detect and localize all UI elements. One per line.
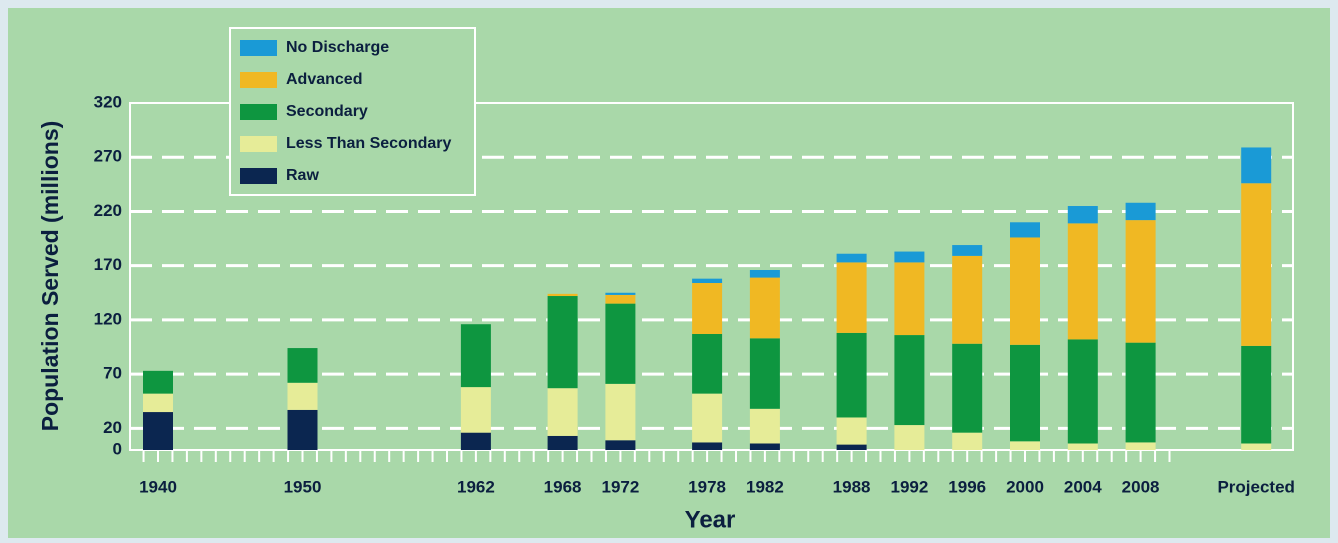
bar-segment [692, 333, 723, 394]
bar-segment [1241, 147, 1272, 184]
legend-label: Advanced [286, 71, 362, 88]
bar-segment [1241, 345, 1272, 444]
bar-segment [894, 335, 925, 426]
bar-segment [143, 370, 173, 394]
bar-segment [1125, 202, 1156, 221]
bar-segment [749, 338, 780, 409]
bar-segment [894, 262, 925, 336]
bar-segment [1067, 339, 1098, 444]
bar-segment [287, 348, 318, 383]
bar-segment [287, 409, 318, 450]
legend-label: Secondary [286, 103, 368, 120]
bar-segment [605, 292, 636, 295]
bar-segment [547, 388, 578, 436]
bar-segment [1241, 443, 1272, 450]
y-axis-label: Population Served (millions) [37, 121, 63, 432]
x-tick-label: 1996 [948, 477, 986, 496]
y-tick-label: 270 [94, 147, 122, 166]
y-tick-label: 0 [113, 439, 122, 458]
legend-label: Raw [286, 167, 319, 184]
x-tick-label: 1972 [601, 477, 639, 496]
bar-segment [1010, 344, 1040, 442]
bar-segment [952, 245, 983, 256]
bar-segment [1067, 223, 1098, 340]
bar-segment [143, 393, 173, 413]
bar-segment [692, 393, 723, 443]
bar-segment [460, 324, 491, 388]
legend-swatch [240, 40, 277, 56]
bar-segment [1010, 222, 1040, 238]
x-tick-label: 2004 [1064, 477, 1102, 496]
bar-segment [1067, 206, 1098, 224]
bar-segment [605, 303, 636, 384]
bar-segment [749, 277, 780, 339]
y-tick-label: 170 [94, 255, 122, 274]
bar-segment [749, 269, 780, 278]
x-tick-label: 2008 [1122, 477, 1160, 496]
y-tick-label: 70 [103, 364, 122, 383]
x-tick-label: 1940 [139, 477, 177, 496]
bar-segment [1010, 441, 1040, 450]
x-tick-label: 1968 [544, 477, 582, 496]
bar-segment [1067, 443, 1098, 450]
y-tick-label: 320 [94, 92, 122, 111]
x-tick-label: Projected [1217, 477, 1294, 496]
legend-label: Less Than Secondary [286, 135, 451, 152]
bar-segment [836, 253, 867, 263]
bar-segment [1125, 342, 1156, 443]
bar-segment [460, 432, 491, 450]
bar-segment [1125, 442, 1156, 450]
bar-segment [143, 412, 173, 450]
bar-segment [836, 417, 867, 445]
bar-segment [1010, 237, 1040, 345]
y-tick-label: 220 [94, 201, 122, 220]
y-tick-label: 120 [94, 309, 122, 328]
bar-segment [460, 387, 491, 433]
bar-segment [894, 425, 925, 450]
bar-segment [952, 343, 983, 433]
bar-segment [547, 296, 578, 389]
bar-segment [749, 408, 780, 444]
x-tick-label: 1950 [284, 477, 322, 496]
bar-segment [1241, 183, 1272, 346]
x-tick-label: 1992 [890, 477, 928, 496]
bar-segment [836, 332, 867, 418]
legend-swatch [240, 136, 277, 152]
bar-segment [952, 432, 983, 450]
bar-segment [287, 382, 318, 410]
legend-label: No Discharge [286, 39, 389, 56]
bar-segment [952, 255, 983, 344]
bar-segment [692, 283, 723, 334]
bar-segment [836, 444, 867, 450]
bar-segment [692, 278, 723, 284]
bar-segment [692, 442, 723, 450]
bar-segment [1125, 220, 1156, 343]
x-tick-label: 1988 [833, 477, 871, 496]
legend-swatch [240, 104, 277, 120]
x-tick-label: 1982 [746, 477, 784, 496]
x-tick-label: 1978 [688, 477, 726, 496]
y-tick-label: 20 [103, 418, 122, 437]
bar-segment [836, 262, 867, 333]
x-axis-label: Year [685, 506, 736, 533]
bar-segment [894, 251, 925, 263]
bar-segment [605, 294, 636, 304]
x-tick-label: 2000 [1006, 477, 1044, 496]
bar-segment [749, 443, 780, 450]
legend-swatch [240, 168, 277, 184]
legend-swatch [240, 72, 277, 88]
bar-segment [605, 383, 636, 441]
bar-segment [547, 293, 578, 297]
bar-segment [605, 440, 636, 450]
bar-segment [547, 435, 578, 450]
x-tick-label: 1962 [457, 477, 495, 496]
